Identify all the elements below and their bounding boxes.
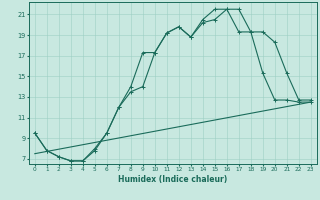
- X-axis label: Humidex (Indice chaleur): Humidex (Indice chaleur): [118, 175, 228, 184]
